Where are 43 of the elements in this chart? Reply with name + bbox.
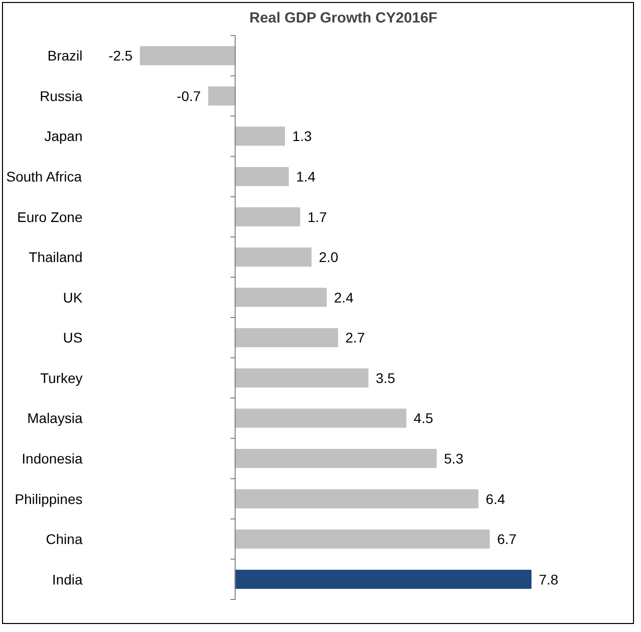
y-tick-label: Malaysia [27,410,83,426]
data-label: 4.5 [414,410,434,426]
y-tick-label: China [46,531,83,548]
bar [234,288,327,307]
data-label: 2.0 [318,249,339,266]
y-tick-label: US [63,330,83,346]
bar [234,368,368,388]
chart-title: Real GDP Growth CY2016F [249,10,438,26]
y-tick-label: Euro Zone [17,208,83,225]
data-label: 1.7 [307,208,328,225]
y-tick-label: Japan [44,128,83,144]
y-tick-label: India [52,571,83,588]
data-label: -2.5 [108,48,133,64]
bar [234,529,490,549]
y-tick-label: South Africa [6,168,82,185]
data-label: 2.4 [334,289,354,306]
data-label: 1.4 [296,168,316,185]
bar [234,570,532,589]
y-tick-label: Thailand [28,249,82,266]
bar [234,166,289,186]
bar [234,408,406,428]
bar [140,46,236,66]
data-label: 2.7 [345,330,366,346]
y-tick-label: Philippines [14,490,83,507]
data-label: 6.4 [486,490,506,507]
y-tick-label: UK [63,289,84,306]
y-tick-label: Indonesia [22,450,83,466]
bar [234,489,478,508]
bar [234,448,437,468]
data-label: 3.5 [376,370,396,386]
bar [208,86,236,106]
data-label: 6.7 [497,531,517,548]
y-tick-label: Russia [40,88,83,104]
data-label: -0.7 [176,88,202,104]
data-label: 7.8 [538,571,558,588]
bar [234,248,312,267]
data-label: 5.3 [444,450,464,466]
bar [234,328,338,348]
data-label: 1.3 [292,128,312,144]
y-tick-label: Brazil [47,48,83,64]
y-tick-label: Turkey [40,370,83,386]
bar [234,207,300,226]
bar [234,126,285,146]
